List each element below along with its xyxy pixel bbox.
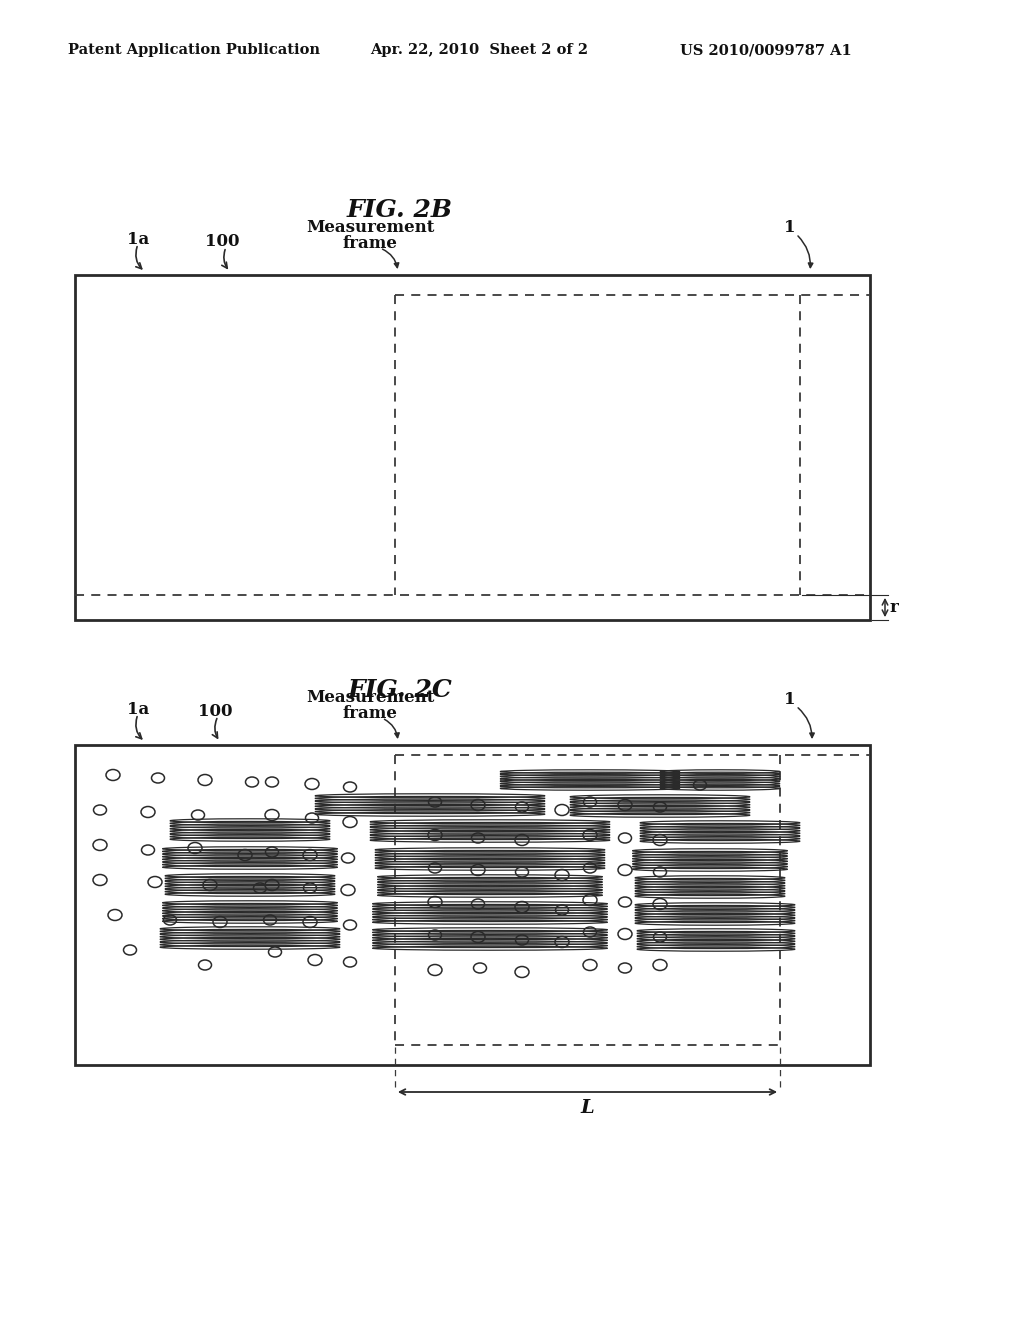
Ellipse shape — [141, 807, 155, 817]
Ellipse shape — [584, 797, 597, 807]
Ellipse shape — [428, 829, 442, 841]
Ellipse shape — [653, 803, 667, 812]
Ellipse shape — [106, 770, 120, 780]
Ellipse shape — [618, 928, 632, 940]
Ellipse shape — [618, 833, 632, 843]
Ellipse shape — [555, 906, 568, 915]
Ellipse shape — [124, 945, 136, 954]
Text: frame: frame — [343, 705, 397, 722]
Text: 1a: 1a — [127, 231, 150, 248]
Ellipse shape — [428, 965, 442, 975]
Ellipse shape — [555, 936, 569, 948]
Ellipse shape — [515, 935, 528, 945]
Ellipse shape — [305, 813, 318, 822]
Text: Patent Application Publication: Patent Application Publication — [68, 44, 319, 57]
Ellipse shape — [152, 774, 165, 783]
Ellipse shape — [343, 817, 357, 828]
Ellipse shape — [653, 834, 667, 846]
Text: Measurement: Measurement — [306, 219, 434, 236]
Ellipse shape — [515, 966, 529, 978]
Ellipse shape — [303, 883, 316, 894]
Ellipse shape — [93, 874, 106, 886]
Text: FIG. 2B: FIG. 2B — [347, 198, 453, 222]
Text: US 2010/0099787 A1: US 2010/0099787 A1 — [680, 44, 852, 57]
Text: FIG. 2C: FIG. 2C — [347, 678, 453, 702]
Ellipse shape — [198, 775, 212, 785]
Ellipse shape — [473, 964, 486, 973]
Text: L: L — [581, 1100, 594, 1117]
Text: 100: 100 — [205, 234, 240, 251]
Ellipse shape — [653, 867, 667, 876]
Text: 1: 1 — [784, 692, 796, 709]
Text: frame: frame — [343, 235, 397, 252]
Text: Measurement: Measurement — [306, 689, 434, 706]
Ellipse shape — [254, 883, 266, 894]
Text: r: r — [890, 599, 899, 616]
Ellipse shape — [199, 960, 212, 970]
Ellipse shape — [191, 810, 205, 820]
Ellipse shape — [583, 895, 597, 906]
Ellipse shape — [618, 964, 632, 973]
Ellipse shape — [343, 920, 356, 931]
Ellipse shape — [515, 834, 529, 846]
Text: 1: 1 — [784, 219, 796, 236]
Ellipse shape — [93, 805, 106, 814]
Ellipse shape — [203, 879, 217, 891]
Ellipse shape — [555, 804, 569, 816]
Ellipse shape — [428, 797, 441, 807]
Ellipse shape — [618, 865, 632, 875]
Ellipse shape — [238, 850, 252, 861]
Ellipse shape — [693, 780, 707, 789]
Ellipse shape — [583, 960, 597, 970]
Ellipse shape — [515, 902, 529, 912]
Ellipse shape — [584, 927, 597, 937]
Ellipse shape — [265, 809, 279, 821]
Ellipse shape — [618, 800, 632, 810]
Ellipse shape — [515, 867, 528, 876]
Ellipse shape — [265, 847, 279, 857]
Ellipse shape — [618, 898, 632, 907]
Ellipse shape — [148, 876, 162, 887]
Ellipse shape — [265, 777, 279, 787]
Ellipse shape — [653, 899, 667, 909]
Text: 100: 100 — [198, 704, 232, 721]
Ellipse shape — [471, 833, 484, 843]
Ellipse shape — [341, 853, 354, 863]
Ellipse shape — [471, 800, 485, 810]
Ellipse shape — [108, 909, 122, 920]
Ellipse shape — [246, 777, 258, 787]
Ellipse shape — [308, 954, 322, 965]
Ellipse shape — [471, 899, 484, 909]
Ellipse shape — [584, 863, 597, 873]
Ellipse shape — [265, 879, 279, 891]
Ellipse shape — [653, 932, 667, 942]
Ellipse shape — [515, 803, 528, 812]
Ellipse shape — [213, 916, 227, 928]
Ellipse shape — [164, 915, 176, 925]
Ellipse shape — [428, 863, 441, 873]
Text: 1a: 1a — [127, 701, 150, 718]
Bar — [75, 275, 870, 620]
Ellipse shape — [305, 779, 319, 789]
Ellipse shape — [268, 946, 282, 957]
Ellipse shape — [141, 845, 155, 855]
Ellipse shape — [263, 915, 276, 925]
Ellipse shape — [583, 829, 597, 841]
Ellipse shape — [653, 960, 667, 970]
Ellipse shape — [303, 916, 317, 928]
Ellipse shape — [93, 840, 106, 850]
Ellipse shape — [471, 932, 485, 942]
Text: Apr. 22, 2010  Sheet 2 of 2: Apr. 22, 2010 Sheet 2 of 2 — [370, 44, 588, 57]
Ellipse shape — [343, 957, 356, 968]
Ellipse shape — [471, 865, 485, 875]
Ellipse shape — [303, 850, 317, 861]
Ellipse shape — [428, 896, 442, 908]
Ellipse shape — [343, 781, 356, 792]
Ellipse shape — [555, 870, 569, 880]
Ellipse shape — [341, 884, 355, 895]
Bar — [75, 744, 870, 1065]
Ellipse shape — [428, 931, 441, 940]
Ellipse shape — [188, 842, 202, 854]
